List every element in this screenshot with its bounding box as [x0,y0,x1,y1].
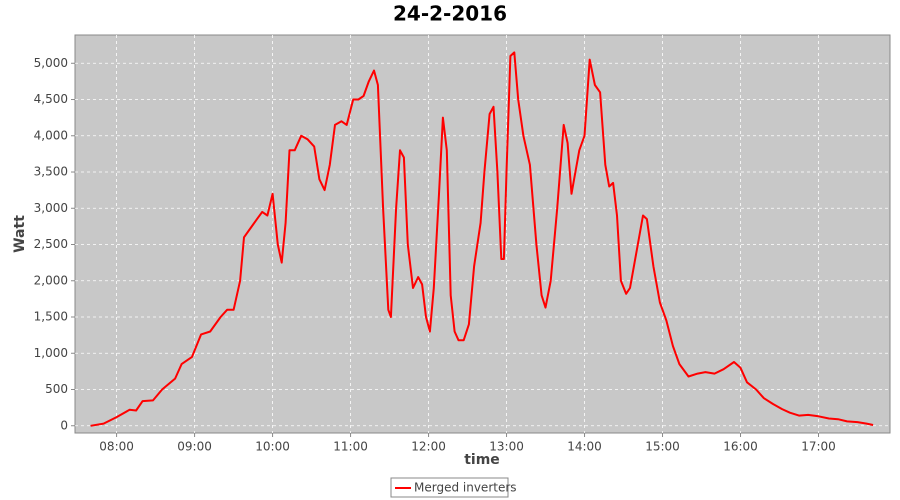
x-tick-label: 12:00 [411,440,446,454]
y-tick-label: 4,500 [34,92,68,106]
y-tick-label: 2,000 [34,273,68,287]
y-tick-label: 0 [60,418,68,432]
x-tick-label: 13:00 [489,440,524,454]
x-axis-label: time [464,452,500,468]
y-tick-label: 3,000 [34,201,68,215]
y-tick-label: 3,500 [34,165,68,179]
y-tick-label: 4,000 [34,128,68,142]
x-tick-label: 14:00 [567,440,602,454]
x-tick-label: 17:00 [801,440,836,454]
y-tick-label: 5,000 [34,56,68,70]
legend-label: Merged inverters [414,481,517,495]
y-tick-label: 1,500 [34,310,68,324]
legend-box [390,477,509,498]
x-tick-label: 09:00 [177,440,212,454]
x-tick-label: 10:00 [255,440,290,454]
y-tick-label: 2,500 [34,237,68,251]
y-tick-label: 1,000 [34,346,68,360]
line-series [90,51,874,427]
x-tick-label: 08:00 [99,440,134,454]
x-tick-label: 11:00 [333,440,368,454]
chart-title: 24-2-2016 [393,2,507,26]
y-axis-label: Watt [12,215,28,253]
x-tick-label: 16:00 [723,440,758,454]
y-tick-label: 500 [45,382,68,396]
x-tick-label: 15:00 [645,440,680,454]
plot-area [74,34,891,434]
